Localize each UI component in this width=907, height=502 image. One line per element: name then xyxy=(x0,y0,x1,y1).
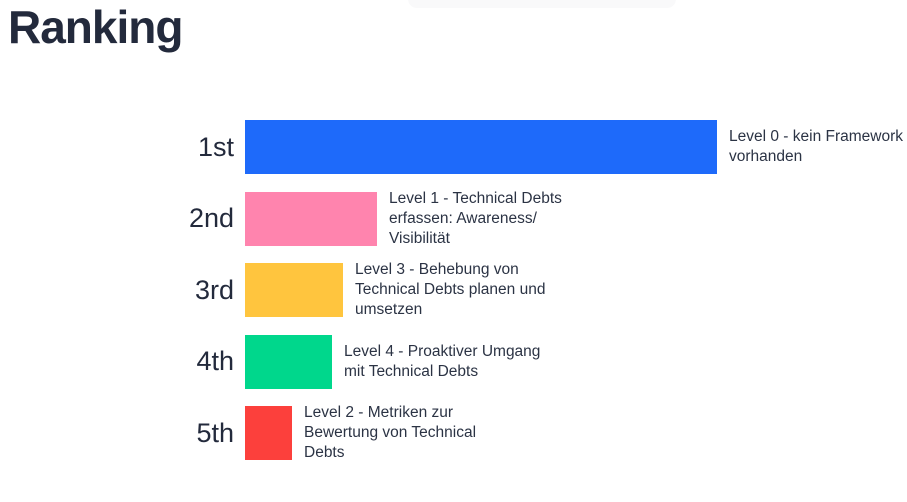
ranking-bar xyxy=(245,120,717,174)
ranking-bar xyxy=(245,334,332,389)
bar-option-label: Level 2 - Metriken zur Bewertung von Tec… xyxy=(304,404,477,461)
bar-option-label: Level 0 - kein Framework vorhanden xyxy=(729,128,904,165)
rank-label: 1st xyxy=(197,131,234,162)
top-overlay-remnant xyxy=(408,0,676,8)
ranking-bar xyxy=(245,406,292,460)
rank-label: 3rd xyxy=(194,274,234,305)
bar-option-label: Level 3 - Behebung von Technical Debts p… xyxy=(355,261,546,318)
rank-label: 4th xyxy=(196,346,234,376)
bar-option-label: Level 1 - Technical Debts erfassen: Awar… xyxy=(389,189,562,247)
page-title: Ranking xyxy=(8,1,183,53)
ranking-row: 2nd Level 1 - Technical Debts erfassen: … xyxy=(0,189,907,247)
bar-option-label: Level 4 - Proaktiver Umgang mit Technica… xyxy=(344,342,541,380)
rank-label: 5th xyxy=(196,417,234,448)
ranking-row: 4th Level 4 - Proaktiver Umgang mit Tech… xyxy=(0,334,907,389)
rank-label: 2nd xyxy=(188,203,234,233)
ranking-bar xyxy=(245,191,377,246)
ranking-row: 5th Level 2 - Metriken zur Bewertung von… xyxy=(0,404,907,461)
ranking-row: 1st Level 0 - kein Framework vorhanden xyxy=(0,120,907,174)
ranking-bar xyxy=(245,263,343,317)
ranking-row: 3rd Level 3 - Behebung von Technical Deb… xyxy=(0,261,907,318)
